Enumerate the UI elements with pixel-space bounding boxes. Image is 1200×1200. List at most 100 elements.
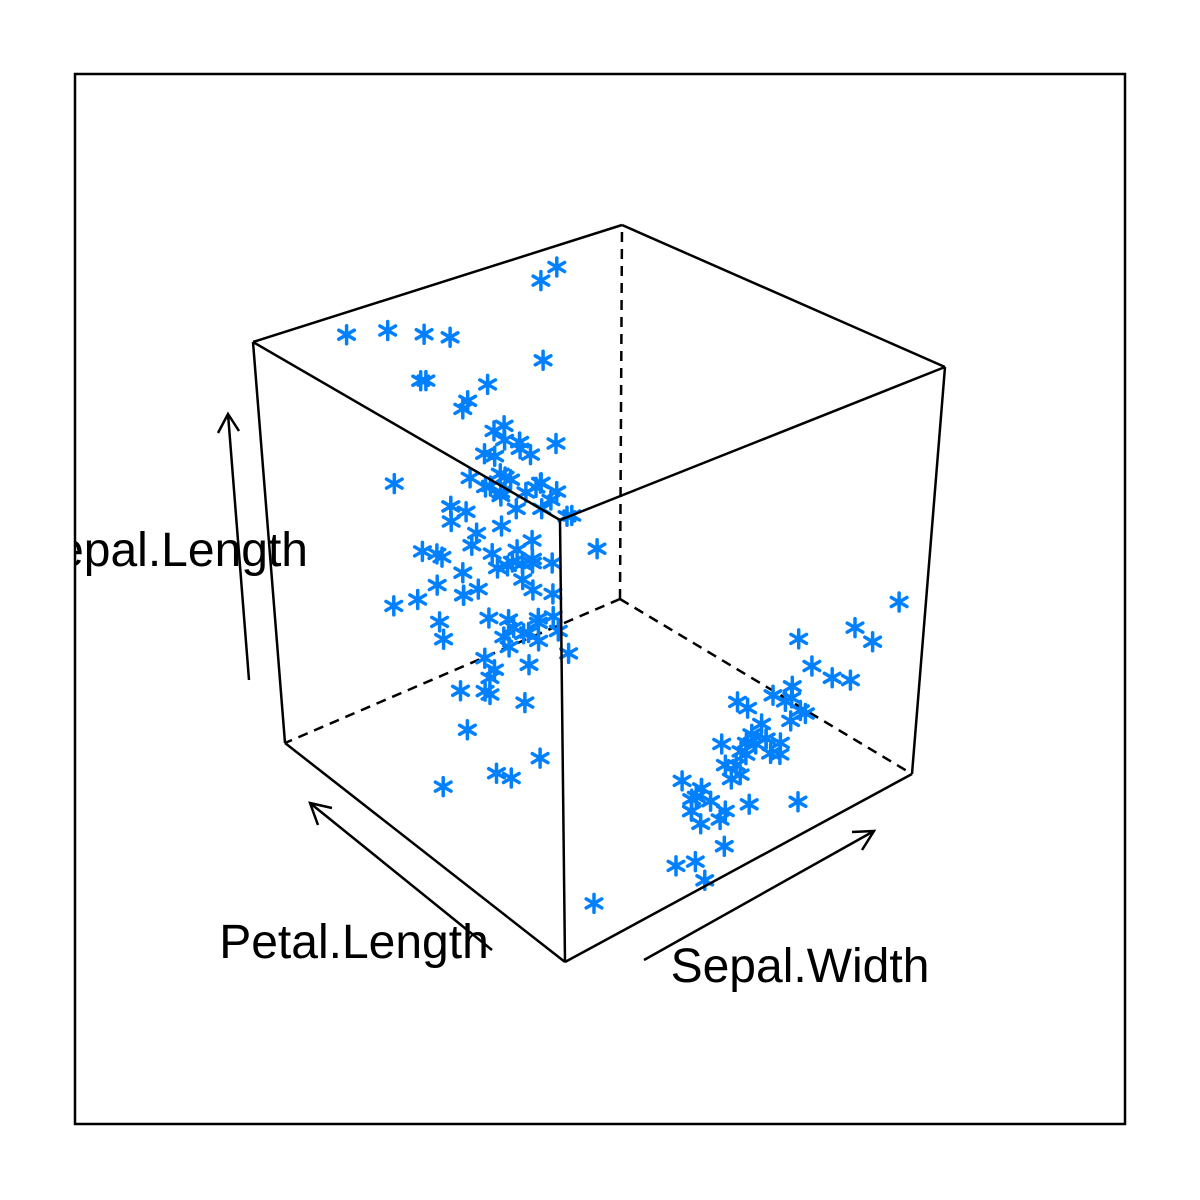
data-point [543, 583, 563, 605]
data-point [530, 747, 550, 769]
cube-edge [564, 772, 913, 964]
data-point [739, 793, 759, 816]
data-point [434, 628, 454, 650]
data-point [546, 432, 566, 455]
data-point [458, 390, 478, 412]
data-point [457, 719, 477, 741]
data-point [822, 667, 842, 689]
cube-edge-hidden [284, 597, 621, 745]
data-point [441, 495, 461, 518]
data-point [522, 529, 542, 552]
data-point [533, 349, 553, 372]
data-point [781, 710, 801, 732]
data-point [790, 699, 810, 722]
x-axis-arrow [643, 829, 877, 962]
data-point [453, 561, 473, 584]
data-point [430, 611, 450, 633]
data-point [501, 767, 521, 789]
data-point [482, 542, 502, 565]
data-point [475, 647, 495, 669]
data-point [726, 754, 746, 776]
data-point [840, 669, 860, 691]
cube-hidden-edges [284, 224, 913, 776]
cube-edge [558, 519, 567, 963]
data-point [531, 269, 551, 292]
data-point [721, 768, 741, 790]
data-point [548, 620, 568, 642]
data-point [440, 326, 460, 349]
data-point [547, 256, 567, 278]
cube-edge [284, 742, 566, 963]
z-axis-arrow [216, 411, 251, 681]
data-point [889, 591, 909, 613]
data-point [541, 489, 561, 511]
data-point [456, 501, 476, 523]
z-axis-label: Sepal.Length [25, 524, 308, 577]
data-point [475, 476, 496, 498]
data-point [728, 691, 748, 713]
data-point [510, 431, 530, 453]
data-point [666, 855, 686, 877]
data-point [519, 621, 539, 644]
data-point [480, 667, 500, 689]
data-point [507, 539, 527, 561]
data-point [414, 323, 434, 345]
data-point [478, 373, 498, 396]
data-point [412, 540, 432, 563]
data-point [738, 697, 758, 719]
data-point [491, 515, 512, 537]
cube-edge-hidden [618, 224, 624, 600]
data-point [520, 443, 541, 466]
data-point [411, 369, 431, 392]
cube-edge [910, 366, 947, 775]
data-point [408, 588, 428, 611]
data-point [587, 537, 607, 560]
data-point [714, 835, 734, 857]
panel-border [73, 72, 1127, 1126]
data-point [710, 808, 730, 831]
data-point [559, 642, 579, 665]
data-point [475, 442, 495, 465]
data-point [752, 713, 772, 735]
data-point [529, 630, 549, 652]
data-point [454, 584, 474, 606]
data-point [782, 687, 802, 709]
data-point [789, 628, 809, 650]
x-axis-label: Sepal.Width [671, 940, 930, 993]
data-point [499, 636, 519, 658]
data-point [863, 630, 883, 653]
data-point [427, 574, 447, 596]
data-point [746, 733, 766, 755]
data-point [763, 684, 783, 707]
data-point [485, 445, 505, 467]
data-point [515, 691, 535, 714]
data-point [337, 323, 357, 346]
data-point [712, 733, 732, 755]
data-point [516, 481, 536, 504]
data-point [519, 654, 539, 676]
y-axis-arrow [308, 801, 493, 951]
cube-visible-edges [251, 223, 947, 964]
data-point [497, 555, 518, 577]
data-point [450, 680, 471, 702]
data-point [486, 762, 507, 784]
data-point [427, 543, 447, 565]
data-point [467, 522, 487, 544]
data-point [685, 850, 705, 873]
data-point [378, 319, 398, 342]
data-point [672, 770, 692, 792]
axis-arrows [216, 411, 877, 962]
data-point [528, 612, 548, 634]
data-point [384, 595, 404, 617]
data-point [484, 420, 504, 442]
data-point [468, 578, 488, 600]
y-axis-label: Petal.Length [219, 916, 489, 969]
data-point [788, 791, 808, 813]
cube-edge [251, 341, 287, 744]
data-point [691, 777, 712, 800]
data-point [523, 579, 543, 601]
data-point [691, 813, 711, 835]
data-point [506, 498, 526, 520]
data-point [512, 553, 532, 575]
